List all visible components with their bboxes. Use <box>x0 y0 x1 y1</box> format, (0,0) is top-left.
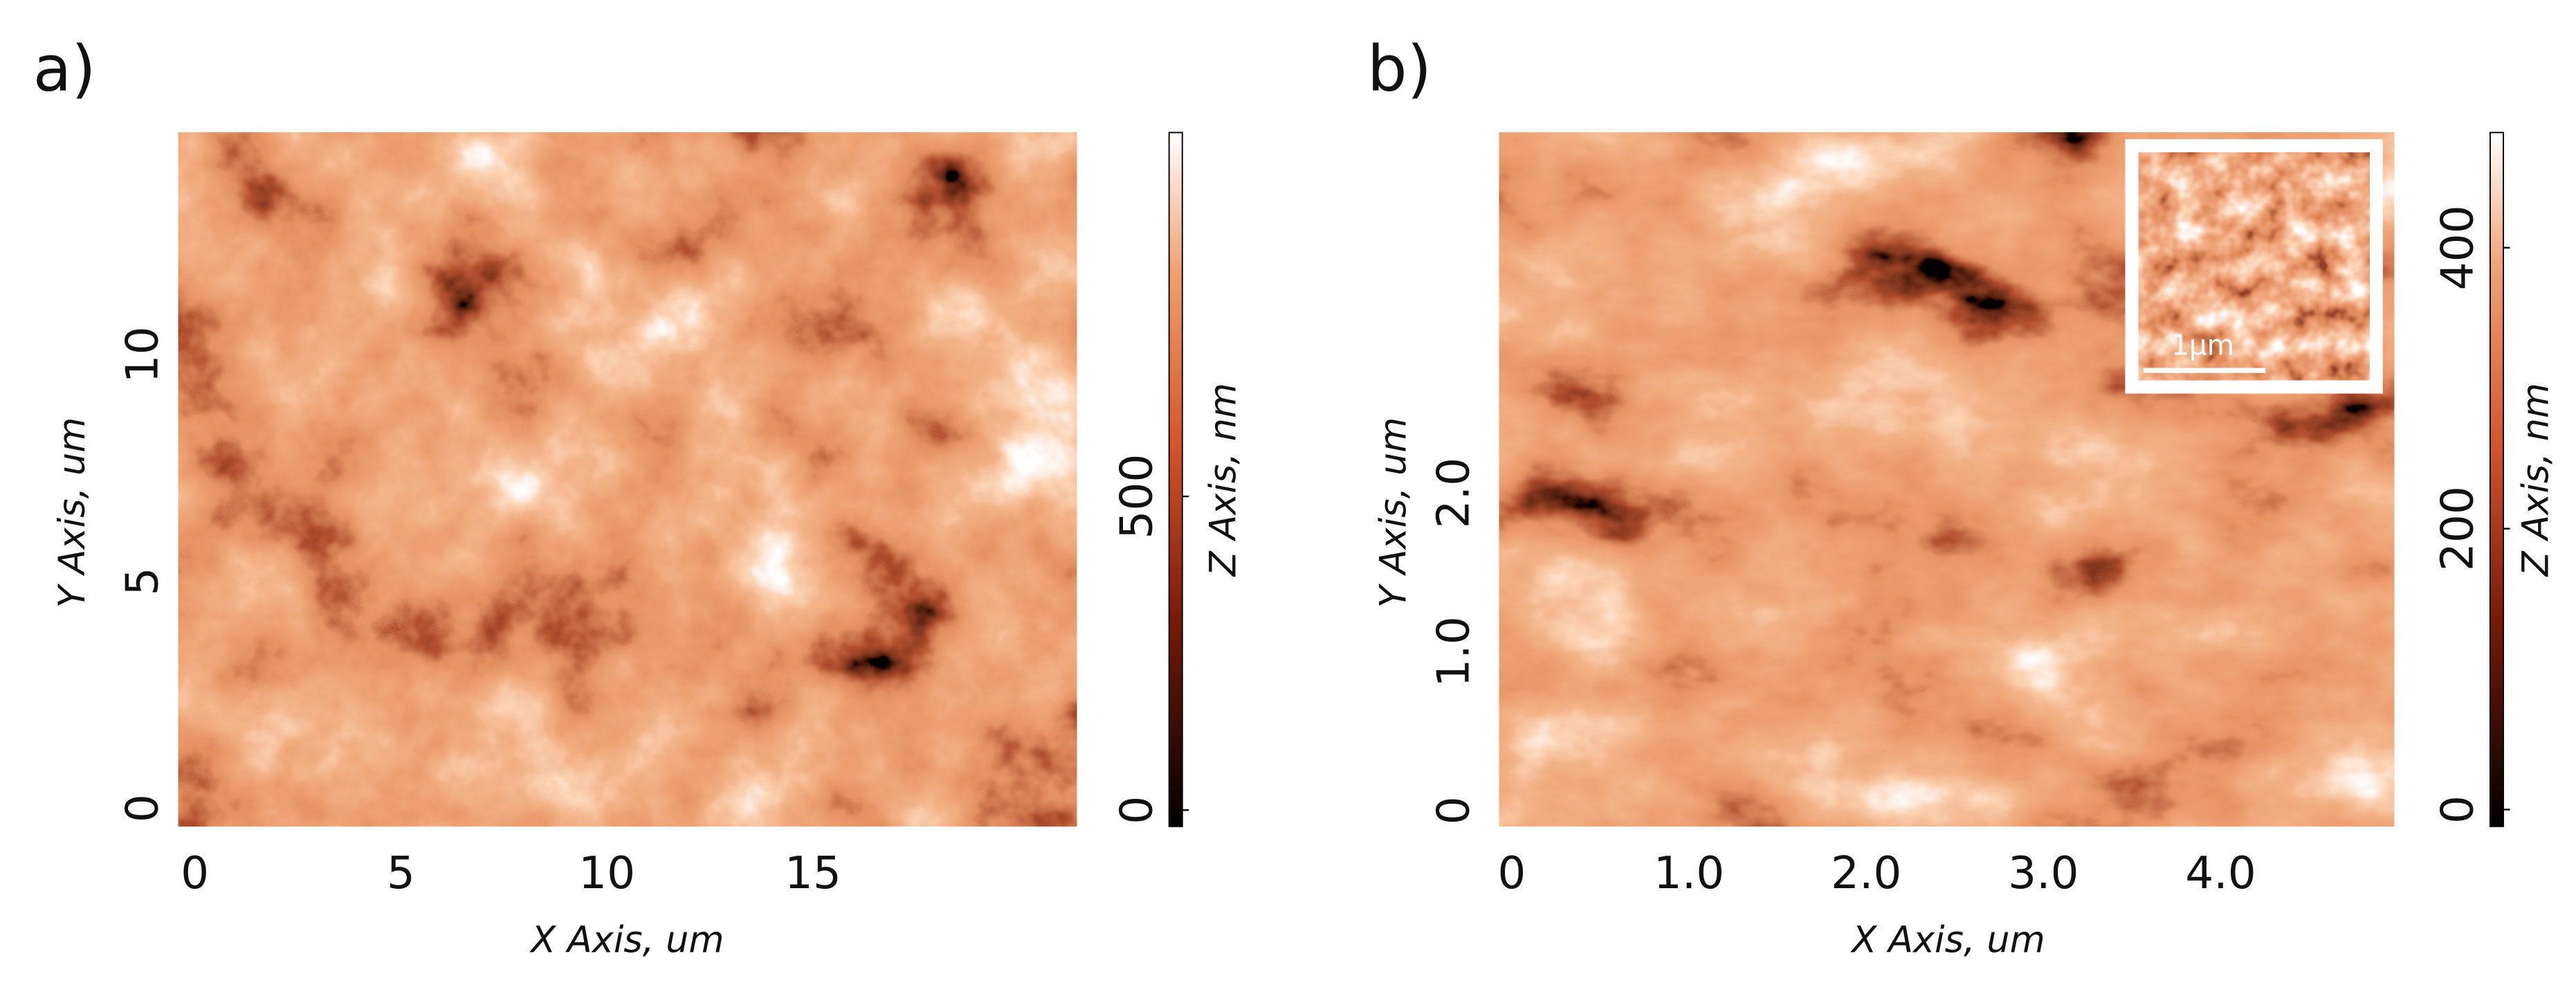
x-tick-label: 3.0 <box>2008 847 2079 899</box>
panel-label: b) <box>1367 33 1432 105</box>
x-tick-label: 2.0 <box>1831 847 1901 899</box>
x-tick-label: 4.0 <box>2185 847 2256 899</box>
x-tick-label: 10 <box>578 847 635 899</box>
colorbar-tick-label: 0 <box>1111 796 1162 824</box>
y-axis-label: Y Axis, um <box>1372 417 1414 608</box>
x-tick-label: 15 <box>785 847 841 899</box>
colorbar <box>1168 132 1183 827</box>
panel-label: a) <box>33 33 96 105</box>
y-axis-label: Y Axis, um <box>51 417 93 608</box>
x-tick-label: 0 <box>1497 847 1526 899</box>
afm-image <box>178 132 1077 827</box>
inset-image <box>2138 152 2370 381</box>
colorbar-tick-label: 200 <box>2432 486 2484 571</box>
y-tick-label: 10 <box>117 326 169 383</box>
colorbar-label: Z Axis, nm <box>2515 383 2557 577</box>
y-tick-label: 1.0 <box>1428 616 1480 687</box>
x-tick-label: 1.0 <box>1654 847 1724 899</box>
y-tick-label: 0 <box>117 794 169 822</box>
x-tick-label: 0 <box>181 847 209 899</box>
colorbar-tick-label: 0 <box>2432 795 2484 824</box>
x-axis-label: X Axis, um <box>1849 919 2045 962</box>
y-tick-label: 0 <box>1428 796 1480 824</box>
colorbar <box>2489 132 2504 827</box>
y-tick-label: 5 <box>117 568 169 596</box>
colorbar-tick-label: 500 <box>1111 454 1162 539</box>
x-axis-label: X Axis, um <box>529 919 724 962</box>
colorbar-label: Z Axis, nm <box>1202 383 1244 577</box>
colorbar-tick-label: 400 <box>2432 205 2484 290</box>
scale-bar-label: 1μm <box>2171 329 2234 362</box>
y-tick-label: 2.0 <box>1428 458 1480 528</box>
x-tick-label: 5 <box>387 847 415 899</box>
